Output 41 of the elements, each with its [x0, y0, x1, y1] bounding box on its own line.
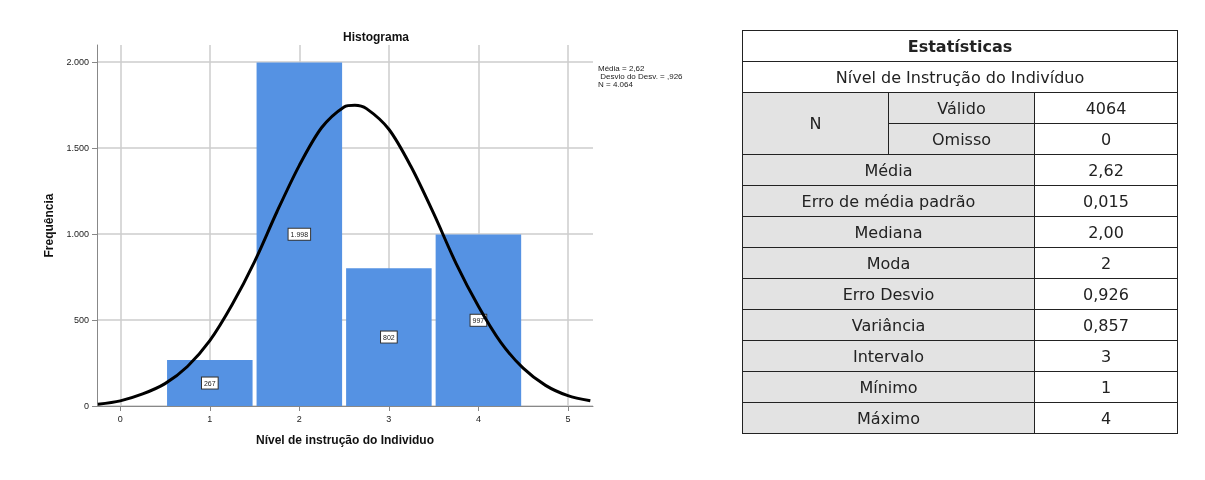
text: 3	[1034, 340, 1178, 372]
y-tick-label: 2.000	[66, 57, 89, 68]
text: 1	[1034, 371, 1178, 403]
text: N	[742, 92, 889, 155]
text: 0,015	[1034, 185, 1178, 217]
text: 2	[1034, 247, 1178, 279]
text: 4064	[1034, 92, 1178, 124]
text: Média	[742, 154, 1035, 186]
text: Intervalo	[742, 340, 1035, 372]
text: Erro de média padrão	[742, 185, 1035, 217]
text: Erro Desvio	[742, 278, 1035, 310]
x-tick-label: 3	[386, 413, 392, 424]
y-tick-label: 500	[73, 315, 89, 326]
text: Mínimo	[742, 371, 1035, 403]
x-axis-title: Nível de instrução do Individuo	[255, 433, 435, 447]
text: Estatísticas	[742, 30, 1178, 62]
x-tick-label: 0	[117, 413, 123, 424]
x-tick-label: 1	[207, 413, 213, 424]
text: Válido	[888, 92, 1035, 124]
text: Média = 2,62	[598, 63, 646, 73]
text: Mediana	[742, 216, 1035, 248]
y-tick-label: 1.000	[66, 229, 89, 240]
text: Desvio do Desv. = ,926	[598, 71, 684, 81]
text: Omisso	[888, 123, 1035, 155]
x-tick-label: 4	[475, 413, 481, 424]
text: Variância	[742, 309, 1035, 341]
text: Nível de Instrução do Indivíduo	[742, 61, 1178, 93]
text: 0,926	[1034, 278, 1178, 310]
x-tick-label: 5	[565, 413, 571, 424]
chart-title: Histograma	[343, 30, 410, 44]
y-tick-label: 1.500	[66, 143, 89, 154]
text: 0,857	[1034, 309, 1178, 341]
text: 0	[1034, 123, 1178, 155]
text: 2,62	[1034, 154, 1178, 186]
text: Moda	[742, 247, 1035, 279]
text: N = 4.064	[598, 79, 634, 89]
y-axis-title: Frequência	[42, 193, 56, 258]
y-tick-label: 0	[83, 401, 89, 411]
x-tick-label: 2	[296, 413, 302, 424]
text: 2,00	[1034, 216, 1178, 248]
text: Máximo	[742, 402, 1035, 434]
